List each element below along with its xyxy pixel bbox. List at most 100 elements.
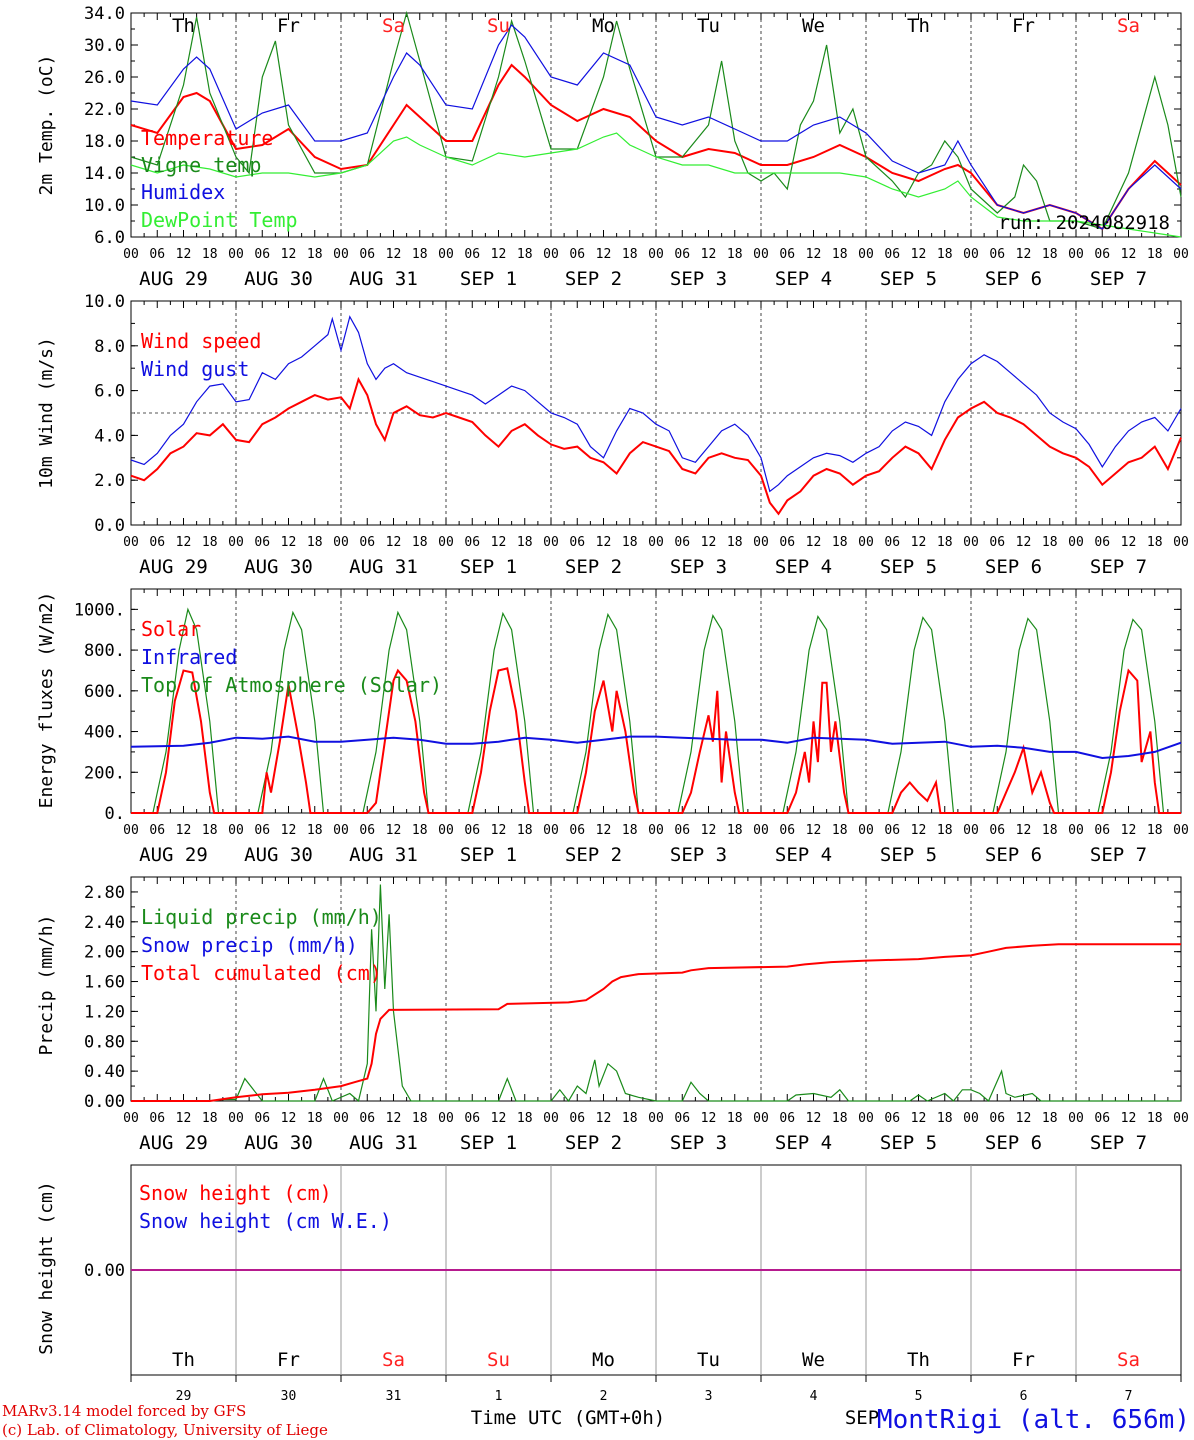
hour-label: 00 — [438, 823, 454, 838]
y-tick-label: 34.0 — [84, 4, 125, 24]
hour-label: 12 — [911, 1111, 927, 1126]
hour-label: 18 — [307, 823, 323, 838]
y-axis-label: 10m Wind (m/s) — [36, 337, 57, 489]
hour-label: 00 — [333, 535, 349, 550]
y-tick-label: 8.0 — [94, 337, 125, 357]
hour-label: 12 — [386, 823, 402, 838]
hour-label: 06 — [884, 247, 900, 262]
hour-label: 18 — [622, 1111, 638, 1126]
hour-label: 18 — [517, 823, 533, 838]
panel-2 — [130, 300, 1182, 526]
hour-label: 00 — [858, 823, 874, 838]
hour-label: 18 — [1042, 823, 1058, 838]
hour-label: 12 — [176, 1111, 192, 1126]
y-axis-label: Precip (mm/h) — [36, 915, 57, 1056]
weekday-label: Fr — [1012, 15, 1035, 37]
hour-label: 18 — [1042, 1111, 1058, 1126]
hour-label: 18 — [202, 1111, 218, 1126]
hour-label: 18 — [1147, 247, 1163, 262]
hour-label: 18 — [727, 247, 743, 262]
legend-entry: Temperature — [141, 126, 273, 150]
date-label: SEP 5 — [880, 556, 937, 578]
legend-entry: Snow precip (mm/h) — [141, 933, 358, 957]
legend-entry: Infrared — [141, 645, 237, 669]
day-number: 6 — [1020, 1389, 1028, 1404]
hour-label: 12 — [1016, 1111, 1032, 1126]
hour-label: 12 — [281, 535, 297, 550]
hour-label: 06 — [779, 535, 795, 550]
credit-line-2: (c) Lab. of Climatology, University of L… — [2, 1421, 328, 1439]
hour-label: 12 — [911, 535, 927, 550]
hour-label: 18 — [1042, 247, 1058, 262]
weekday-label-bottom: Fr — [1012, 1349, 1035, 1371]
legend-entry: DewPoint Temp — [141, 208, 298, 232]
hour-label: 12 — [806, 535, 822, 550]
y-tick-label: 4.0 — [94, 426, 125, 446]
hour-label: 06 — [359, 1111, 375, 1126]
series-line-liquid-precip-mm-h- — [131, 884, 1181, 1103]
y-axis-label: Energy fluxes (W/m2) — [36, 592, 57, 809]
y-tick-label: 1.60 — [84, 973, 125, 993]
hour-label: 00 — [438, 247, 454, 262]
hour-label: 18 — [202, 247, 218, 262]
legend-entry: Solar — [141, 617, 201, 641]
hour-label: 06 — [674, 823, 690, 838]
series-line-wind-speed — [130, 376, 1182, 516]
hour-label: 12 — [596, 535, 612, 550]
series-line-wind-gust — [130, 315, 1182, 493]
day-number: 5 — [915, 1389, 923, 1404]
hour-label: 12 — [701, 247, 717, 262]
y-tick-label: 2.80 — [84, 883, 125, 903]
hour-label: 00 — [753, 823, 769, 838]
weekday-label: Tu — [697, 15, 720, 37]
hour-label: 06 — [149, 247, 165, 262]
date-label: SEP 7 — [1090, 556, 1147, 578]
weekday-label-bottom: Su — [487, 1349, 510, 1371]
y-tick-label: 0.40 — [84, 1062, 125, 1082]
y-tick-label: 6.0 — [94, 228, 125, 248]
hour-label: 06 — [254, 823, 270, 838]
y-tick-label: 0.00 — [84, 1261, 125, 1281]
weekday-label-bottom: We — [802, 1349, 825, 1371]
y-tick-label: 0.0 — [94, 516, 125, 536]
hour-label: 12 — [806, 823, 822, 838]
hour-label: 00 — [1068, 535, 1084, 550]
hour-label: 00 — [858, 247, 874, 262]
hour-label: 00 — [333, 247, 349, 262]
hour-label: 06 — [149, 535, 165, 550]
date-label: SEP 5 — [880, 268, 937, 290]
date-label: SEP 4 — [775, 556, 832, 578]
hour-label: 12 — [1016, 535, 1032, 550]
legend-entry: Liquid precip (mm/h) — [141, 905, 382, 929]
date-label: SEP 6 — [985, 556, 1042, 578]
hour-label: 18 — [727, 1111, 743, 1126]
date-label: SEP 1 — [460, 1132, 517, 1154]
hour-label: 12 — [701, 823, 717, 838]
hour-label: 06 — [989, 247, 1005, 262]
y-tick-label: 26.0 — [84, 68, 125, 88]
hour-label: 18 — [202, 823, 218, 838]
hour-label: 18 — [937, 823, 953, 838]
date-label: SEP 3 — [670, 1132, 727, 1154]
hour-label: 00 — [1068, 823, 1084, 838]
date-label: SEP 2 — [565, 844, 622, 866]
hour-label: 06 — [779, 823, 795, 838]
y-tick-label: 200. — [84, 763, 125, 783]
hour-label: 06 — [569, 823, 585, 838]
date-label: SEP 3 — [670, 844, 727, 866]
weekday-label-bottom: Th — [172, 1349, 195, 1371]
date-label: SEP 2 — [565, 556, 622, 578]
hour-label: 06 — [569, 535, 585, 550]
hour-label: 06 — [569, 1111, 585, 1126]
hour-label: 12 — [176, 823, 192, 838]
hour-label: 18 — [517, 535, 533, 550]
hour-label: 06 — [464, 823, 480, 838]
run-label: run: 2024082918 — [998, 212, 1170, 234]
hour-label: 12 — [911, 247, 927, 262]
hour-label: 06 — [1094, 823, 1110, 838]
y-tick-label: 2.00 — [84, 943, 125, 963]
y-tick-label: 10.0 — [84, 292, 125, 312]
hour-label: 00 — [543, 535, 559, 550]
hour-label: 18 — [832, 823, 848, 838]
legend-entry: Humidex — [141, 180, 225, 204]
